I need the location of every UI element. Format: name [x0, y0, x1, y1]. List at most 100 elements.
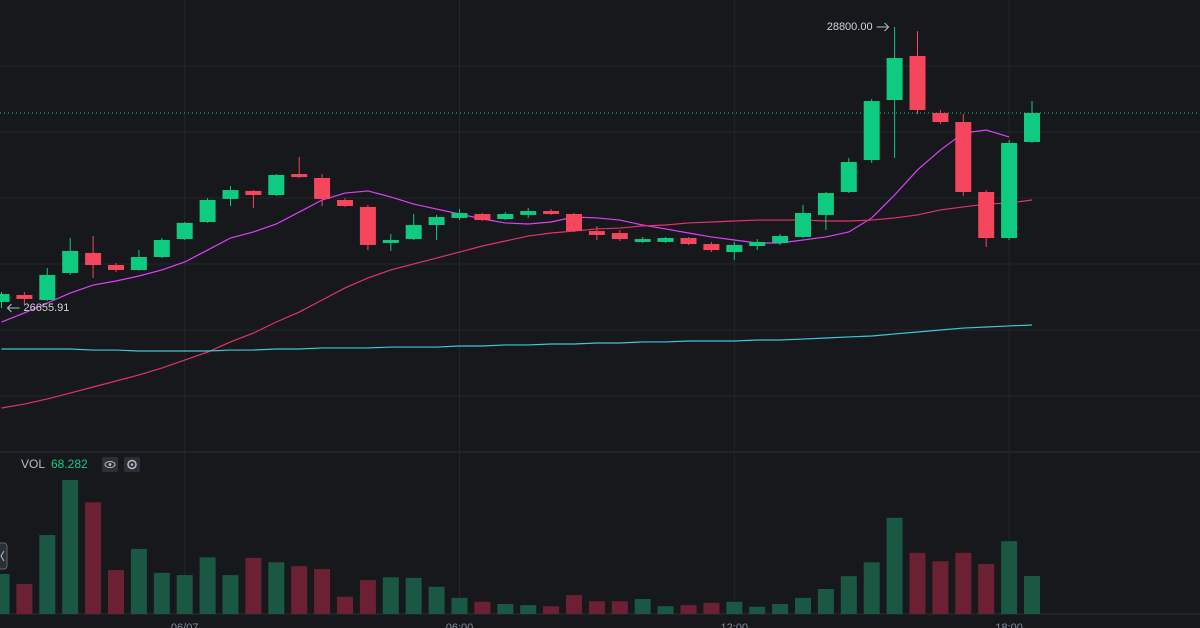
volume-bar: [176, 575, 193, 614]
candle-body: [795, 212, 811, 237]
volume-bar: [588, 601, 605, 614]
candle-body: [382, 239, 399, 243]
annotation-arrow: [6, 303, 20, 313]
candle-body: [199, 199, 216, 223]
candle-body: [0, 293, 10, 302]
candle-body: [291, 174, 308, 178]
candle-body: [726, 244, 743, 253]
volume-bar: [566, 595, 582, 614]
candle-body: [337, 199, 353, 207]
candle-body: [16, 295, 33, 299]
candle-body: [428, 217, 445, 226]
x-tick-label: 06/07: [171, 622, 199, 628]
candle-body: [108, 265, 124, 270]
annotation-label: 28800.00: [827, 21, 873, 33]
volume-bar: [772, 603, 789, 614]
candle-body: [520, 211, 537, 215]
candle-body: [611, 233, 628, 240]
volume-bar: [634, 598, 651, 614]
x-tick-label: 18:00: [995, 622, 1023, 628]
candle-body: [314, 177, 331, 199]
volume-label: VOL: [21, 457, 45, 471]
annotation-arrow: [876, 22, 890, 32]
volume-bar: [817, 588, 834, 614]
volume-bar: [474, 601, 491, 614]
candle-body: [451, 212, 468, 218]
annotation-label: 26655.91: [24, 302, 70, 314]
candle-body: [566, 214, 582, 232]
volume-bar: [703, 602, 720, 614]
candle-body: [62, 250, 79, 273]
volume-bar: [726, 601, 743, 614]
candle-body: [634, 239, 651, 242]
candle-body: [1001, 142, 1018, 239]
volume-bar: [795, 597, 811, 614]
candle-body: [955, 122, 972, 193]
volume-bar: [199, 557, 216, 614]
volume-bar: [909, 552, 926, 614]
volume-bar: [222, 575, 239, 614]
volume-value: 68.282: [51, 457, 88, 471]
candle-body: [749, 241, 766, 246]
candle-body: [268, 174, 285, 196]
volume-bar: [62, 480, 79, 614]
volume-bar: [749, 606, 766, 614]
candle-body: [932, 112, 949, 123]
volume-bar: [268, 562, 285, 614]
candle-body: [588, 231, 605, 235]
volume-bar: [520, 605, 537, 614]
candle-body: [176, 222, 193, 240]
candle-body: [657, 238, 674, 242]
volume-bar: [932, 561, 949, 614]
volume-bar: [840, 576, 857, 614]
candle-body: [978, 192, 995, 239]
volume-bar: [291, 566, 308, 614]
price-grid: [0, 65, 1200, 397]
volume-bar: [16, 583, 33, 614]
volume-bar: [886, 517, 903, 614]
candle-body: [817, 193, 834, 215]
volume-bar: [1024, 576, 1040, 614]
volume-bar: [130, 548, 147, 614]
volume-bar: [863, 562, 880, 614]
volume-bar: [955, 552, 972, 614]
volume-bar: [108, 570, 124, 614]
moving-average-line: [1, 129, 1010, 323]
volume-bar: [405, 577, 422, 614]
volume-bar: [497, 603, 514, 614]
candle-body: [245, 190, 262, 196]
volume-bar: [314, 568, 331, 614]
eye-icon[interactable]: [102, 457, 118, 472]
candle-body: [405, 225, 422, 240]
candle-body: [772, 236, 789, 243]
volume-bar: [0, 573, 10, 614]
volume-bar: [337, 596, 353, 614]
volume-bar: [451, 597, 468, 614]
moving-average-line: [1, 199, 1033, 409]
volume-bar: [428, 586, 445, 614]
collapse-button[interactable]: [0, 542, 8, 570]
volume-bar: [657, 606, 674, 614]
candle-body: [153, 239, 170, 258]
volume-bar: [359, 580, 376, 614]
volume-bar: [85, 502, 102, 614]
volume-bar: [382, 577, 399, 614]
volume-bar: [680, 605, 697, 614]
volume-bar: [245, 557, 262, 614]
candle-body: [680, 238, 697, 245]
candle-body: [39, 274, 56, 300]
candle-body: [703, 244, 720, 251]
settings-icon[interactable]: [124, 457, 140, 472]
volume-bar: [611, 601, 628, 614]
candle-body: [497, 214, 514, 219]
candle-body: [359, 206, 376, 245]
candle-body: [130, 257, 147, 270]
candle-body: [85, 252, 102, 266]
candle-body: [840, 161, 857, 193]
volume-bar: [978, 563, 995, 614]
x-tick-label: 12:00: [721, 622, 749, 628]
